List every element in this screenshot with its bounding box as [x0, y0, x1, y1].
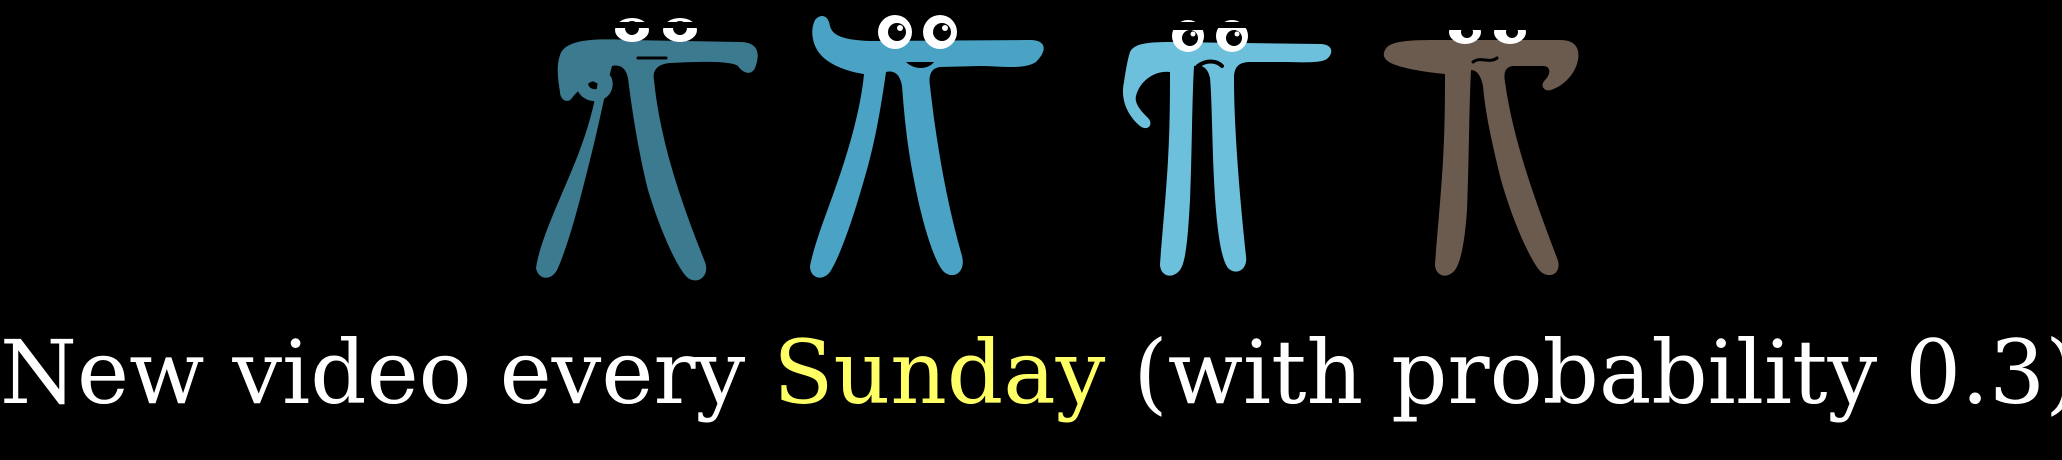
caption-text-highlight: Sunday [773, 321, 1106, 424]
caption-text: New video every Sunday (with probability… [0, 318, 2062, 428]
pi-creatures-row [536, 15, 1579, 281]
pi-creature-blue [810, 15, 1044, 278]
pi-creature-eyes [878, 15, 957, 49]
caption-text-before: New video every [0, 321, 774, 424]
pi-creature-eyes [1447, 20, 1529, 44]
caption-text-after: (with probability 0.3) [1105, 321, 2062, 424]
pi-creature-dark-blue [536, 18, 758, 281]
pi-creature-brown [1383, 20, 1579, 276]
pi-creature-eyes [614, 18, 698, 42]
pi-creature-eyes [1172, 20, 1248, 52]
pi-creature-light-blue [1122, 20, 1332, 276]
